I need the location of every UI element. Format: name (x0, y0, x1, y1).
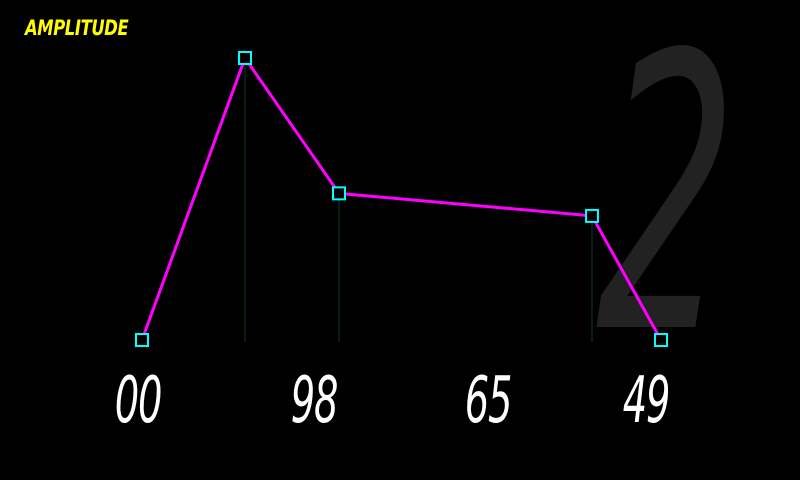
envelope-node-3[interactable] (332, 186, 346, 201)
envelope-node-5[interactable] (654, 333, 668, 347)
readout-2: 98 (290, 364, 339, 438)
envelope-node-1[interactable] (135, 333, 149, 347)
screen-title: AMPLITUDE (25, 16, 129, 40)
readout-1: 00 (114, 364, 163, 438)
envelope-node-2[interactable] (238, 51, 252, 65)
envelope-line (140, 56, 663, 341)
envelope-node-4[interactable] (585, 208, 599, 223)
envelope-guides (244, 58, 593, 342)
envelope-nodes (135, 51, 668, 347)
readout-4: 49 (622, 364, 671, 438)
readout-3: 65 (464, 364, 513, 438)
